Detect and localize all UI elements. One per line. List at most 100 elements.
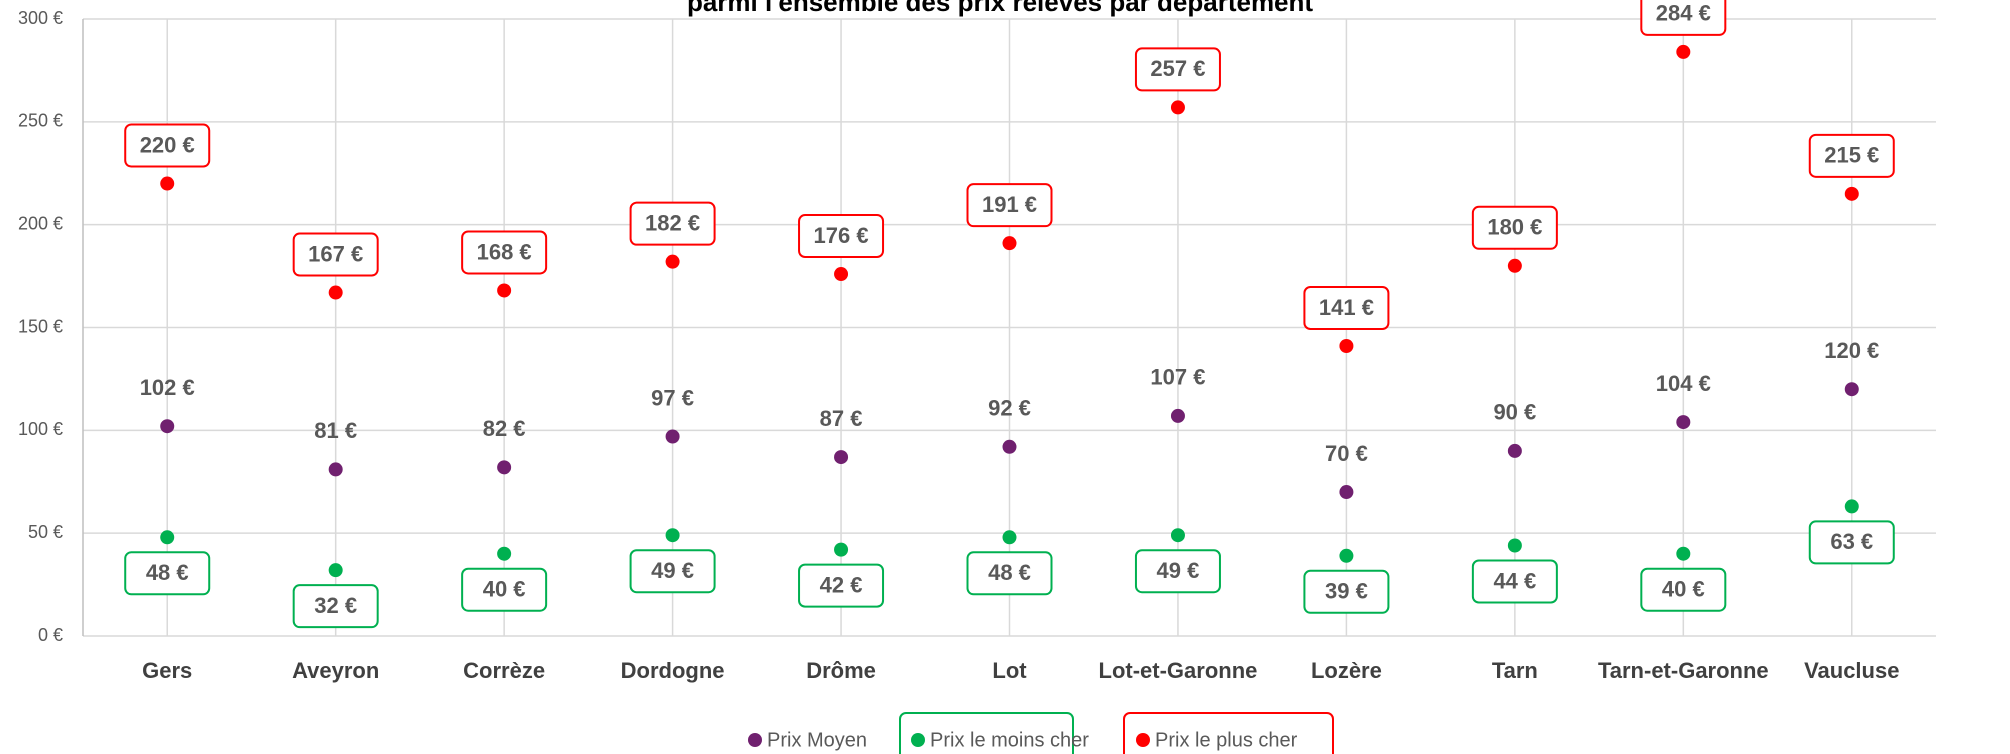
chart-title: parmi l'ensemble des prix relevés par dé… <box>687 0 1313 17</box>
data-label: 48 € <box>988 560 1031 585</box>
x-tick-label: Dordogne <box>621 658 725 683</box>
dot <box>1676 415 1691 430</box>
dot <box>1002 439 1017 454</box>
legend-label: Prix le plus cher <box>1155 729 1298 751</box>
x-tick-label: Lot-et-Garonne <box>1099 658 1258 683</box>
dot <box>497 283 512 298</box>
dot <box>497 460 512 475</box>
data-label: 182 € <box>645 210 700 235</box>
data-label-box <box>1471 559 1558 604</box>
legend-label: Prix le moins cher <box>930 729 1089 751</box>
data-label-box <box>966 551 1053 596</box>
dot <box>497 546 512 561</box>
legend-box <box>1123 712 1334 754</box>
dot <box>1844 499 1859 514</box>
dot <box>1170 528 1185 543</box>
data-label-box <box>292 232 379 277</box>
y-tick-label: 300 € <box>18 8 63 28</box>
y-tick-label: 100 € <box>18 419 63 439</box>
data-label: 39 € <box>1325 579 1368 604</box>
dot <box>1339 339 1354 354</box>
dot <box>1339 548 1354 563</box>
x-tick-label: Aveyron <box>292 658 379 683</box>
y-tick-label: 150 € <box>18 316 63 336</box>
data-label: 97 € <box>651 385 694 410</box>
data-label-box <box>1134 47 1221 92</box>
data-label-box <box>1640 567 1727 612</box>
data-label-box <box>292 584 379 629</box>
data-label: 191 € <box>982 192 1037 217</box>
data-label-box <box>629 201 716 246</box>
data-label: 44 € <box>1493 568 1536 593</box>
data-label-box <box>798 214 885 259</box>
dot <box>834 542 849 557</box>
y-tick-label: 0 € <box>38 625 63 645</box>
dot <box>1002 530 1017 545</box>
dot <box>1507 258 1522 273</box>
x-tick-label: Corrèze <box>463 658 545 683</box>
data-label-box <box>1808 133 1895 178</box>
dot <box>1844 382 1859 397</box>
data-label-box <box>1471 205 1558 250</box>
data-label: 90 € <box>1493 400 1536 425</box>
data-label: 104 € <box>1656 371 1711 396</box>
legend-marker <box>1136 733 1150 747</box>
legend-marker <box>911 733 925 747</box>
data-label-box <box>461 230 548 275</box>
dot <box>160 176 175 191</box>
data-label-box <box>1303 569 1390 614</box>
dot <box>1170 408 1185 423</box>
data-label-box <box>629 549 716 594</box>
data-label: 63 € <box>1830 529 1873 554</box>
dot <box>834 267 849 282</box>
data-label: 102 € <box>140 375 195 400</box>
dot <box>1844 186 1859 201</box>
dot <box>328 285 343 300</box>
y-tick-label: 200 € <box>18 213 63 233</box>
data-label: 257 € <box>1150 56 1205 81</box>
data-label: 49 € <box>1157 558 1200 583</box>
data-label-box <box>1134 549 1221 594</box>
data-label: 215 € <box>1824 143 1879 168</box>
data-label: 40 € <box>1662 577 1705 602</box>
data-label: 120 € <box>1824 338 1879 363</box>
data-label: 167 € <box>308 241 363 266</box>
data-label: 220 € <box>140 132 195 157</box>
legend-marker <box>748 733 762 747</box>
legend-box <box>899 712 1074 754</box>
x-tick-label: Tarn-et-Garonne <box>1598 658 1769 683</box>
data-label-box <box>798 563 885 608</box>
data-label: 180 € <box>1487 215 1542 240</box>
data-label-box <box>1640 0 1727 36</box>
data-label: 107 € <box>1150 365 1205 390</box>
data-label: 168 € <box>477 239 532 264</box>
x-tick-label: Tarn <box>1492 658 1538 683</box>
data-label: 141 € <box>1319 295 1374 320</box>
dot <box>328 462 343 477</box>
legend-label: Prix Moyen <box>767 729 867 751</box>
dot <box>1507 538 1522 553</box>
y-tick-label: 50 € <box>28 522 63 542</box>
data-label-box <box>966 183 1053 228</box>
data-label: 40 € <box>483 577 526 602</box>
x-tick-label: Lot <box>992 658 1027 683</box>
data-label-box <box>1808 520 1895 565</box>
dot <box>665 528 680 543</box>
y-tick-label: 250 € <box>18 111 63 131</box>
data-label: 48 € <box>146 560 189 585</box>
data-label: 49 € <box>651 558 694 583</box>
data-label-box <box>1303 286 1390 331</box>
dot <box>665 254 680 269</box>
dot <box>1339 485 1354 500</box>
x-tick-label: Lozère <box>1311 658 1382 683</box>
data-label: 284 € <box>1656 1 1711 26</box>
data-label: 32 € <box>314 593 357 618</box>
x-tick-label: Vaucluse <box>1804 658 1899 683</box>
dot <box>1676 546 1691 561</box>
dot <box>1170 100 1185 115</box>
data-label: 87 € <box>820 406 863 431</box>
data-label: 92 € <box>988 396 1031 421</box>
dot <box>160 419 175 434</box>
dot <box>1507 443 1522 458</box>
